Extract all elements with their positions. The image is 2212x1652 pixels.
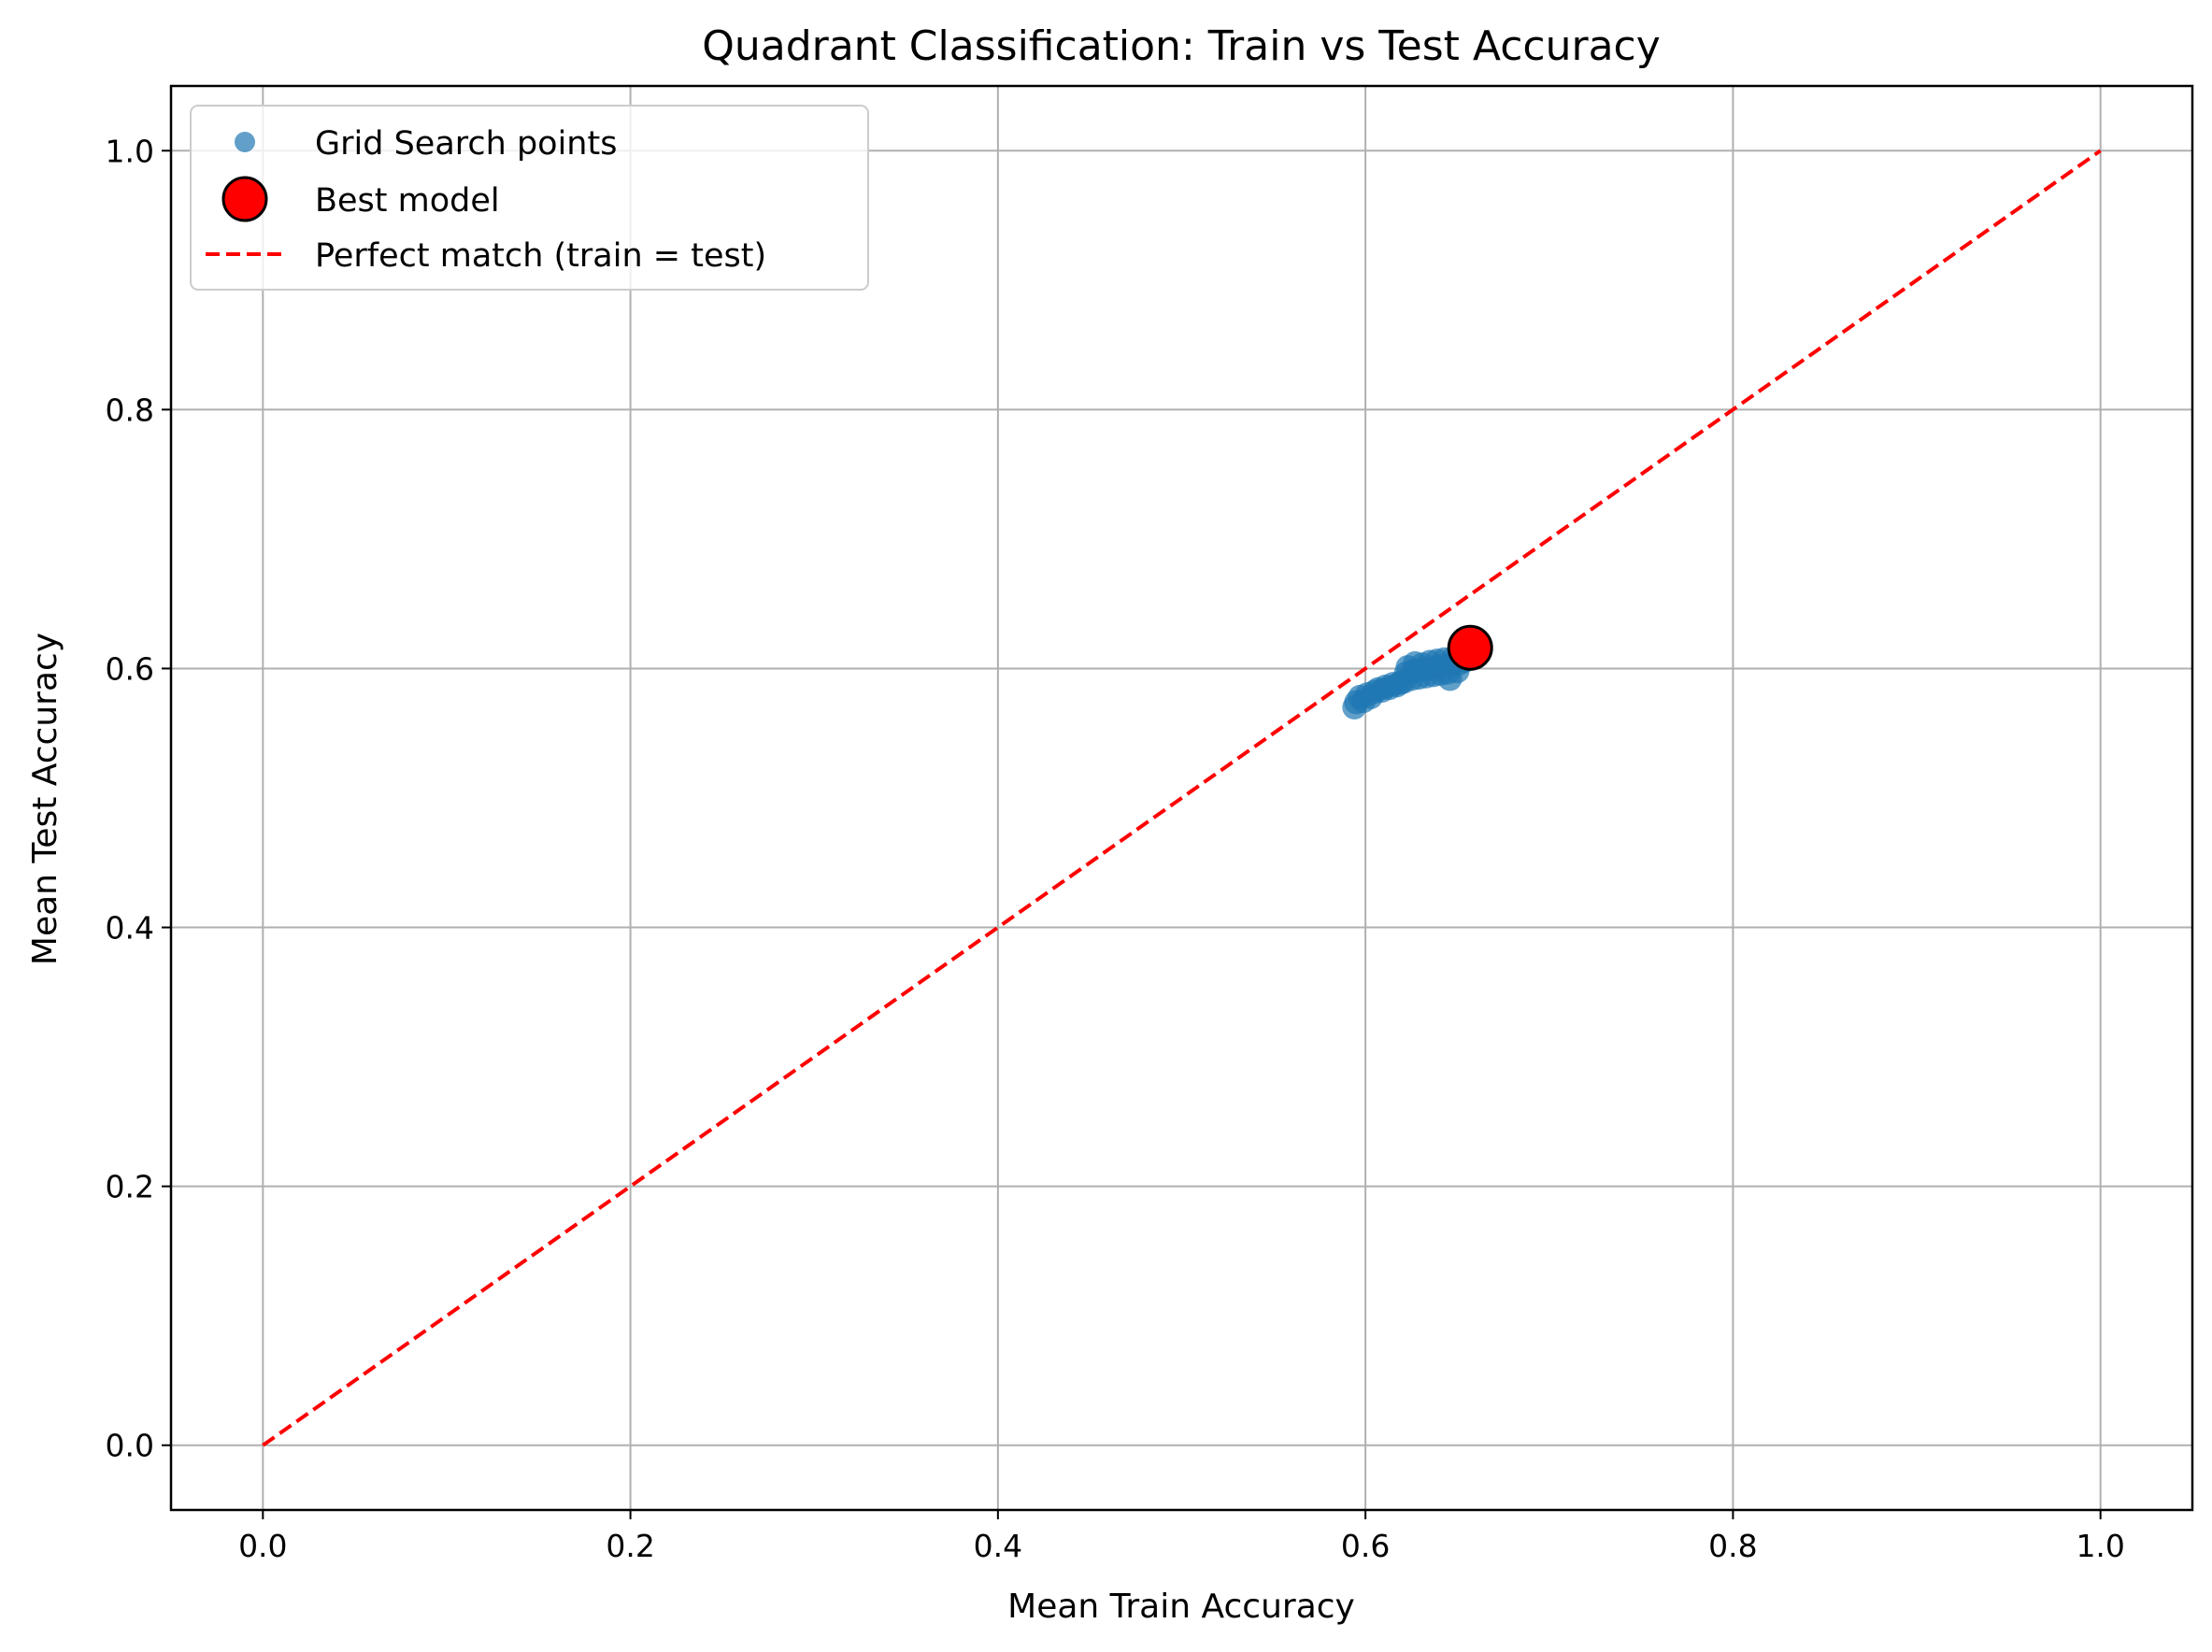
legend-label-perfect-match: Perfect match (train = test) [315, 237, 766, 275]
y-tick-label: 1.0 [106, 133, 154, 169]
series-layer [262, 149, 2102, 1447]
x-tick-label: 0.0 [238, 1528, 287, 1564]
x-axis-label: Mean Train Accuracy [1007, 1588, 1355, 1626]
y-tick-label: 0.8 [106, 392, 154, 428]
legend-label-best-model: Best model [315, 182, 500, 220]
perfect-match-line [262, 149, 2102, 1447]
legend: Grid Search points Best model Perfect ma… [190, 105, 869, 291]
legend-marker-grid-search [235, 132, 255, 152]
y-axis-label: Mean Test Accuracy [26, 633, 64, 965]
grid [171, 86, 2192, 1510]
x-tick-label: 0.6 [1341, 1528, 1390, 1564]
legend-label-grid-search: Grid Search points [315, 125, 617, 163]
chart-title: Quadrant Classification: Train vs Test A… [702, 22, 1661, 70]
x-tick-label: 1.0 [2076, 1528, 2124, 1564]
x-tick-label: 0.4 [974, 1528, 1022, 1564]
y-tick-label: 0.6 [106, 650, 154, 687]
x-tick-label: 0.8 [1708, 1528, 1757, 1564]
best-model-point [1447, 624, 1493, 671]
y-tick-label: 0.0 [106, 1428, 154, 1464]
y-tick-label: 0.2 [106, 1169, 154, 1205]
legend-box [190, 105, 869, 291]
ticks: 0.0 0.2 0.4 0.6 0.8 1.0 0.0 0.2 0.4 0.6 0.8 1.0 [106, 133, 2125, 1564]
y-tick-label: 0.4 [106, 910, 154, 947]
plot-frame [169, 84, 2194, 1512]
legend-marker-best-model [221, 176, 268, 222]
x-tick-label: 0.2 [606, 1528, 654, 1564]
